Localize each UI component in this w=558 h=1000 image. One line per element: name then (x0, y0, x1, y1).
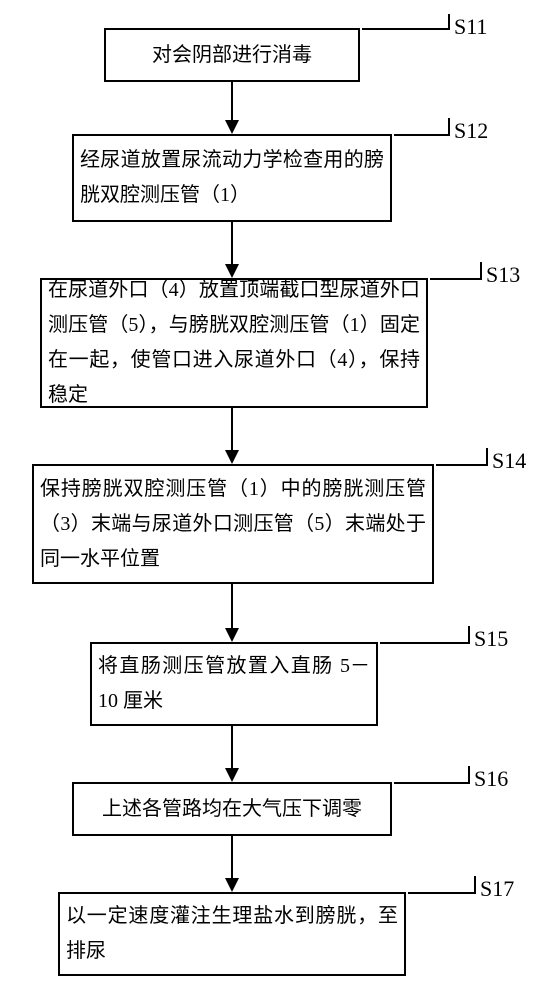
step-label-s11: S11 (454, 14, 487, 40)
step-label-s12: S12 (454, 118, 488, 144)
step-box-s14: 保持膀胱双腔测压管（1）中的膀胱测压管（3）末端与尿道外口测压管（5）末端处于同… (32, 464, 434, 584)
step-label-s13: S13 (486, 262, 520, 288)
lead-line-h-s12 (394, 134, 448, 136)
lead-line-h-s14 (436, 464, 486, 466)
step-label-s16: S16 (474, 766, 508, 792)
arrow-head-s13-s14 (225, 450, 239, 464)
lead-line-h-s13 (430, 278, 480, 280)
arrow-line-s14-s15 (231, 584, 233, 628)
step-text-s12: 经尿道放置尿流动力学检查用的膀胱双腔测压管（1） (74, 143, 390, 213)
step-box-s17: 以一定速度灌注生理盐水到膀胱，至排尿 (58, 892, 406, 976)
step-label-s14: S14 (492, 448, 526, 474)
lead-line-v-s14 (486, 448, 488, 466)
lead-line-h-s15 (380, 642, 468, 644)
arrow-head-s12-s13 (225, 264, 239, 278)
arrow-head-s16-s17 (225, 878, 239, 892)
lead-line-h-s17 (408, 892, 474, 894)
step-box-s13: 在尿道外口（4）放置顶端截口型尿道外口测压管（5），与膀胱双腔测压管（1）固定在… (40, 278, 428, 408)
step-label-s17: S17 (480, 876, 514, 902)
lead-line-v-s17 (474, 876, 476, 894)
arrow-line-s13-s14 (231, 408, 233, 450)
arrow-line-s15-s16 (231, 726, 233, 768)
step-text-s16: 上述各管路均在大气压下调零 (74, 792, 390, 827)
step-text-s13: 在尿道外口（4）放置顶端截口型尿道外口测压管（5），与膀胱双腔测压管（1）固定在… (42, 273, 426, 413)
flowchart-container: 对会阴部进行消毒 S11 经尿道放置尿流动力学检查用的膀胱双腔测压管（1） S12 在尿… (0, 0, 558, 1000)
lead-line-h-s16 (394, 782, 468, 784)
step-text-s15: 将直肠测压管放置入直肠 5－10 厘米 (92, 649, 376, 719)
lead-line-v-s13 (480, 262, 482, 280)
lead-line-v-s12 (448, 118, 450, 136)
arrow-line-s12-s13 (231, 222, 233, 264)
arrow-head-s15-s16 (225, 768, 239, 782)
step-box-s15: 将直肠测压管放置入直肠 5－10 厘米 (90, 642, 378, 726)
step-text-s11: 对会阴部进行消毒 (106, 38, 358, 73)
lead-line-v-s16 (468, 766, 470, 784)
step-label-s15: S15 (474, 626, 508, 652)
step-text-s14: 保持膀胱双腔测压管（1）中的膀胱测压管（3）末端与尿道外口测压管（5）末端处于同… (34, 472, 432, 577)
arrow-head-s11-s12 (225, 120, 239, 134)
arrow-line-s11-s12 (231, 82, 233, 120)
step-box-s16: 上述各管路均在大气压下调零 (72, 782, 392, 836)
lead-line-v-s11 (448, 14, 450, 30)
arrow-line-s16-s17 (231, 836, 233, 878)
lead-line-v-s15 (468, 626, 470, 644)
arrow-head-s14-s15 (225, 628, 239, 642)
step-box-s12: 经尿道放置尿流动力学检查用的膀胱双腔测压管（1） (72, 134, 392, 222)
lead-line-h-s11 (362, 28, 448, 30)
step-box-s11: 对会阴部进行消毒 (104, 28, 360, 82)
step-text-s17: 以一定速度灌注生理盐水到膀胱，至排尿 (60, 899, 404, 969)
